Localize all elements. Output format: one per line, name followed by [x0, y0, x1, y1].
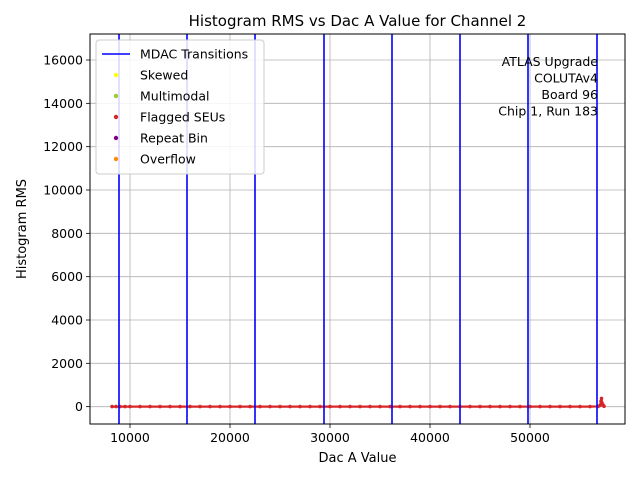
data-point — [218, 404, 222, 409]
data-point — [338, 404, 342, 409]
data-point — [428, 404, 432, 409]
data-point — [588, 404, 592, 409]
data-point — [298, 404, 302, 409]
data-point — [168, 404, 172, 409]
data-point — [318, 404, 322, 409]
y-tick-label: 6000 — [51, 269, 83, 284]
legend-label: Overflow — [140, 152, 196, 167]
data-point — [498, 404, 502, 409]
data-point — [238, 404, 242, 409]
data-point — [258, 404, 262, 409]
data-point — [468, 404, 472, 409]
data-point — [358, 404, 362, 409]
data-point — [478, 404, 482, 409]
data-point — [448, 404, 452, 409]
data-point — [518, 404, 522, 409]
data-point — [348, 404, 352, 409]
x-tick-label: 30000 — [310, 430, 350, 445]
legend: MDAC Transitions Skewed Multimodal Flagged … — [95, 39, 265, 175]
data-point — [548, 404, 552, 409]
grid — [90, 34, 625, 424]
data-point — [599, 396, 604, 401]
data-point — [558, 404, 562, 409]
x-tick-label: 50000 — [510, 430, 550, 445]
data-point — [328, 404, 332, 409]
legend-swatch — [113, 114, 119, 120]
data-point — [114, 404, 118, 409]
data-point — [228, 404, 232, 409]
x-tick-label: 40000 — [410, 430, 450, 445]
annotation-line: Board 96 — [541, 87, 598, 102]
y-tick-label: 10000 — [43, 183, 83, 198]
data-point — [508, 404, 512, 409]
y-tick-label: 12000 — [43, 139, 83, 154]
data-point — [198, 404, 202, 409]
annotation-line: COLUTAv4 — [534, 71, 598, 86]
y-tick-label: 8000 — [51, 226, 83, 241]
data-point — [278, 404, 282, 409]
legend-label: Multimodal — [140, 89, 209, 104]
data-point — [288, 404, 292, 409]
data-point — [178, 404, 182, 409]
legend-swatch — [113, 156, 119, 162]
x-axis: 10000 20000 30000 40000 50000 — [110, 424, 550, 445]
series-flagged-seus — [110, 396, 606, 409]
data-point — [110, 404, 114, 409]
x-tick-label: 10000 — [110, 430, 150, 445]
data-point — [368, 404, 372, 409]
legend-swatch — [113, 135, 119, 141]
data-point — [268, 404, 272, 409]
legend-swatch — [113, 72, 119, 78]
data-point — [208, 404, 212, 409]
chart-title: Histogram RMS vs Dac A Value for Channel… — [189, 12, 527, 30]
y-tick-label: 4000 — [51, 313, 83, 328]
annotation-line: Chip 1, Run 183 — [498, 104, 598, 119]
annotation-line: ATLAS Upgrade — [502, 54, 599, 69]
legend-label: Skewed — [140, 68, 188, 83]
legend-label: Flagged SEUs — [140, 110, 225, 125]
data-point — [418, 404, 422, 409]
y-tick-label: 2000 — [51, 356, 83, 371]
data-point — [408, 404, 412, 409]
legend-label: Repeat Bin — [140, 131, 208, 146]
series-layer — [110, 396, 606, 409]
y-tick-label: 0 — [75, 399, 83, 414]
y-axis: 0 2000 4000 6000 8000 10000 12000 14000 16000 — [43, 53, 90, 414]
series-trace — [112, 398, 605, 408]
x-tick-label: 20000 — [210, 430, 250, 445]
data-point — [598, 403, 602, 408]
data-point — [488, 404, 492, 409]
legend-label: MDAC Transitions — [140, 47, 248, 62]
data-point — [308, 404, 312, 409]
data-point — [528, 404, 532, 409]
legend-swatch — [113, 93, 119, 99]
data-point — [398, 404, 402, 409]
y-tick-label: 16000 — [43, 53, 83, 68]
data-point — [602, 404, 606, 409]
x-axis-label: Dac A Value — [319, 451, 397, 466]
data-point — [578, 404, 582, 409]
data-point — [148, 404, 152, 409]
data-point — [568, 404, 572, 409]
data-point — [538, 404, 542, 409]
data-point — [378, 404, 382, 409]
data-point — [138, 404, 142, 409]
data-point — [128, 404, 132, 409]
plot-frame — [89, 33, 626, 425]
data-point — [123, 404, 127, 409]
y-axis-label: Histogram RMS — [15, 179, 30, 279]
data-point — [388, 404, 392, 409]
y-tick-label: 14000 — [43, 96, 83, 111]
data-point — [248, 404, 252, 409]
data-point — [438, 404, 442, 409]
data-point — [188, 404, 192, 409]
data-point — [158, 404, 162, 409]
legend-box — [95, 39, 265, 175]
